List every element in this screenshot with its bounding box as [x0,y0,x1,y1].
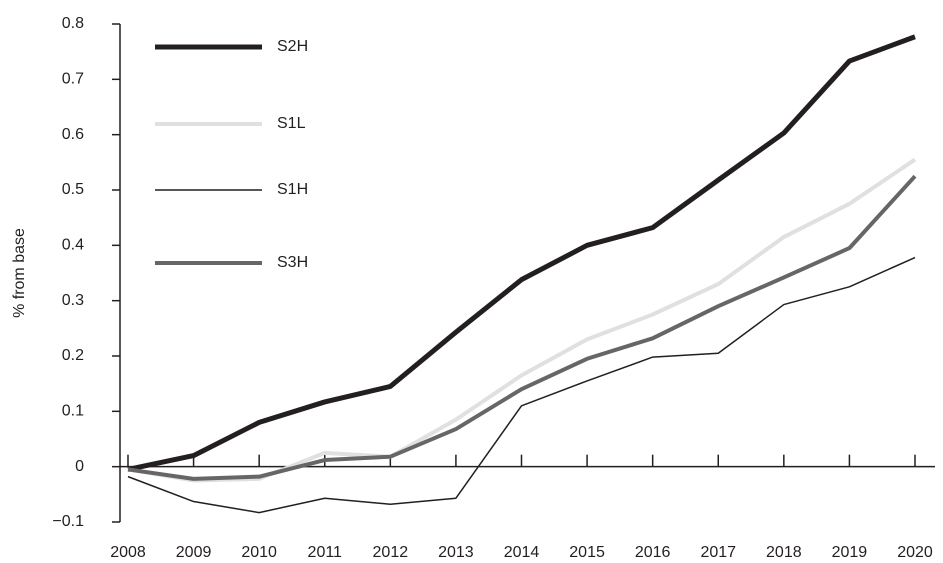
y-tick-label: 0.2 [62,347,84,364]
x-tick-label: 2017 [700,544,736,561]
x-tick-label: 2014 [504,544,540,561]
series-line [127,256,916,514]
y-tick-label: 0.1 [62,403,84,420]
y-tick-label: 0.6 [62,126,84,143]
y-tick-label: −0.1 [52,513,84,530]
x-tick-label: 2008 [110,544,146,561]
legend-label: S2H [277,38,308,55]
x-tick-label: 2015 [569,544,605,561]
series-line [127,157,917,483]
x-tick-label: 2018 [766,544,802,561]
x-tick-label: 2013 [438,544,474,561]
x-tick-label: 2011 [308,544,343,561]
y-tick-label: 0.4 [62,237,84,254]
y-axis-label: % from base [11,228,28,318]
series-line [127,34,916,472]
y-tick-label: 0.8 [62,15,84,32]
x-tick-label: 2012 [373,544,409,561]
x-tick-label: 2016 [635,544,671,561]
x-tick-label: 2020 [897,544,933,561]
x-tick-label: 2010 [241,544,277,561]
legend-label: S3H [277,254,308,271]
y-tick-label: 0.3 [62,292,84,309]
y-tick-label: 0.5 [62,181,84,198]
series-line [127,174,917,481]
y-tick-label: 0 [75,458,84,475]
y-tick-label: 0.7 [62,71,84,88]
x-tick-label: 2009 [176,544,212,561]
legend-label: S1L [277,115,306,132]
legend-label: S1H [277,181,308,198]
x-tick-label: 2019 [832,544,868,561]
